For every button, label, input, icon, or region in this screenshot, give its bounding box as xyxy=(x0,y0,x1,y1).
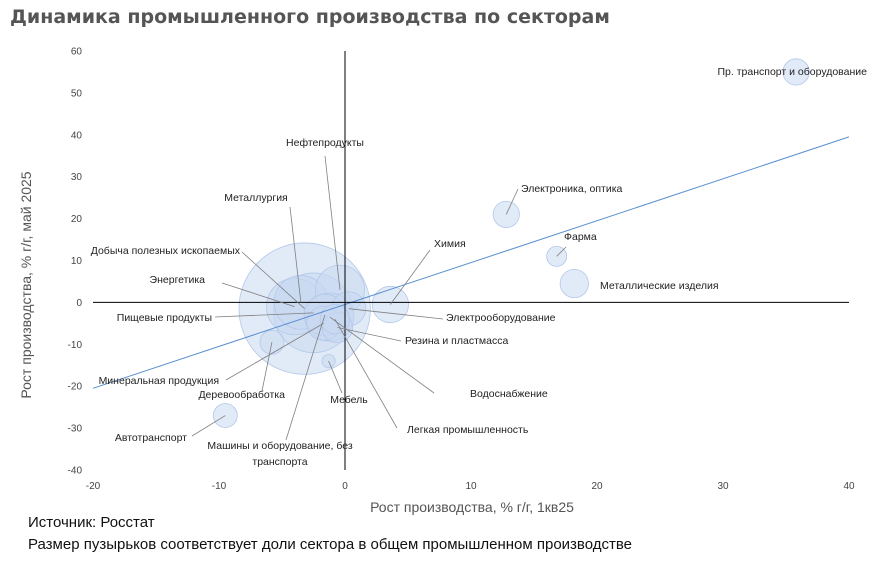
point-label-18: Автотранспорт xyxy=(115,432,187,444)
y-tick-label: -10 xyxy=(68,340,83,351)
point-label-9: Пищевые продукты xyxy=(117,312,212,324)
point-label-8: Энергетика xyxy=(150,274,206,286)
x-tick-label: 40 xyxy=(843,481,855,492)
x-tick-label: 20 xyxy=(591,481,603,492)
y-axis-title: Рост производства, % г/г, май 2025 xyxy=(18,171,34,398)
leader-line-11 xyxy=(337,327,402,342)
point-label-15: Мебель xyxy=(330,394,368,406)
point-label-11: Резина и пластмасса xyxy=(405,335,508,347)
y-tick-label: 50 xyxy=(71,88,83,99)
leader-line-5 xyxy=(324,155,341,290)
leader-lines xyxy=(191,155,567,441)
x-tick-label: 0 xyxy=(342,481,348,492)
leader-line-1 xyxy=(505,188,519,215)
leader-line-13 xyxy=(225,323,324,381)
point-label-4: Химия xyxy=(434,238,466,250)
y-tick-label: 0 xyxy=(76,298,82,309)
point-label-0: Пр. транспорт и оборудование xyxy=(718,66,868,78)
point-label-5: Нефтепродукты xyxy=(286,137,364,149)
point-label-7: Добыча полезных ископаемых xyxy=(91,245,241,257)
y-tick-label: 30 xyxy=(71,172,83,183)
leader-line-7 xyxy=(241,251,305,309)
x-axis-title: Рост производства, % г/г, 1кв25 xyxy=(370,499,574,515)
point-label-14: Деревообработка xyxy=(198,389,285,401)
chart-title: Динамика промышленного производства по с… xyxy=(10,6,610,28)
bubble-0 xyxy=(782,58,810,86)
point-label-3: Металлические изделия xyxy=(600,280,719,292)
leader-line-9 xyxy=(214,312,314,318)
y-tick-label: -20 xyxy=(68,382,83,393)
leader-line-14 xyxy=(261,342,273,392)
point-label-13: Минеральная продукция xyxy=(99,375,219,387)
point-label-10: Электрооборудование xyxy=(446,312,556,324)
x-tick-labels: -20 -10 0 10 20 30 40 xyxy=(86,481,855,492)
point-label-12: Водоснабжение xyxy=(470,388,548,400)
y-tick-label: 20 xyxy=(71,214,83,225)
x-tick-label: -10 xyxy=(212,481,227,492)
x-tick-label: 10 xyxy=(465,481,477,492)
y-tick-label: 10 xyxy=(71,256,83,267)
y-tick-label: 40 xyxy=(71,130,83,141)
leader-line-4 xyxy=(390,249,431,305)
bubble-size-note: Размер пузырьков соответствует доли сект… xyxy=(28,536,632,553)
leader-line-12 xyxy=(329,316,435,394)
x-tick-label: 30 xyxy=(717,481,729,492)
leader-line-8 xyxy=(221,282,295,307)
point-label-6: Металлургия xyxy=(224,192,288,204)
bubbles-layer xyxy=(212,58,810,428)
y-tick-label: 60 xyxy=(71,47,83,58)
point-label-1: Электроника, оптика xyxy=(521,183,623,195)
x-tick-label: -20 xyxy=(86,481,101,492)
y-tick-labels: -40 -30 -20 -10 0 10 20 30 40 50 60 xyxy=(68,47,83,477)
bubble-3 xyxy=(559,268,589,299)
leader-line-15 xyxy=(328,360,343,394)
trendline xyxy=(92,136,850,389)
y-tick-label: -40 xyxy=(68,466,83,477)
leader-line-18 xyxy=(191,415,226,437)
leader-line-6 xyxy=(289,206,302,303)
point-label-17: Машины и оборудование, без транспорта xyxy=(207,440,352,468)
point-labels: Пр. транспорт и оборудование Электроника,… xyxy=(91,66,867,468)
y-tick-label: -30 xyxy=(68,424,83,435)
point-label-2: Фарма xyxy=(564,231,597,243)
source-note: Источник: Росстат xyxy=(28,514,155,531)
point-label-16: Легкая промышленность xyxy=(407,424,529,436)
leader-line-10 xyxy=(348,308,444,320)
leader-line-17 xyxy=(285,314,326,441)
leader-line-16 xyxy=(334,318,398,429)
leader-line-2 xyxy=(556,246,567,257)
